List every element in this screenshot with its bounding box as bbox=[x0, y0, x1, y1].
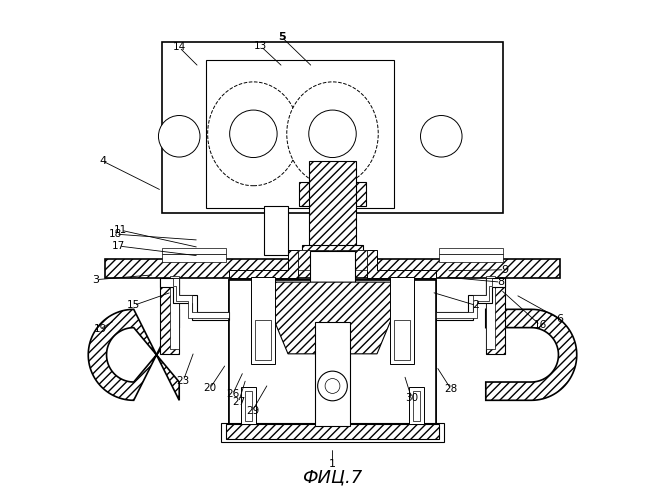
Bar bbox=[439, 254, 503, 262]
Text: 14: 14 bbox=[173, 42, 186, 52]
Bar bbox=[298, 250, 328, 270]
Bar bbox=[309, 161, 356, 250]
Text: 8: 8 bbox=[497, 277, 504, 287]
Text: 27: 27 bbox=[232, 398, 245, 407]
Text: 23: 23 bbox=[176, 376, 190, 386]
Text: 30: 30 bbox=[405, 394, 418, 404]
Polygon shape bbox=[258, 282, 407, 354]
Text: 3: 3 bbox=[92, 274, 100, 284]
Circle shape bbox=[325, 378, 340, 394]
Bar bbox=[251, 277, 275, 364]
Text: 28: 28 bbox=[444, 384, 458, 394]
Circle shape bbox=[158, 116, 200, 157]
Bar bbox=[170, 276, 180, 349]
Polygon shape bbox=[436, 278, 505, 320]
Text: 18: 18 bbox=[109, 229, 122, 239]
Bar bbox=[311, 251, 354, 324]
Text: 4: 4 bbox=[99, 156, 106, 166]
Text: 1: 1 bbox=[329, 458, 336, 468]
Text: 19: 19 bbox=[94, 324, 107, 334]
Text: 15: 15 bbox=[127, 300, 140, 310]
Bar bbox=[105, 260, 560, 278]
Bar bbox=[390, 277, 414, 364]
Polygon shape bbox=[229, 250, 298, 278]
Bar bbox=[337, 250, 367, 270]
Polygon shape bbox=[332, 280, 436, 426]
Bar bbox=[394, 320, 410, 360]
Text: 13: 13 bbox=[254, 42, 267, 51]
Text: 20: 20 bbox=[203, 384, 216, 394]
Text: 9: 9 bbox=[501, 265, 508, 275]
Ellipse shape bbox=[207, 82, 299, 186]
Bar bbox=[162, 42, 503, 213]
Bar bbox=[241, 387, 256, 424]
Circle shape bbox=[420, 116, 462, 157]
Text: 16: 16 bbox=[533, 320, 547, 330]
Text: 2: 2 bbox=[472, 300, 479, 310]
Bar bbox=[245, 391, 253, 420]
Bar bbox=[229, 280, 436, 426]
Polygon shape bbox=[174, 278, 229, 318]
Bar bbox=[439, 248, 503, 254]
Polygon shape bbox=[367, 250, 436, 278]
Bar bbox=[229, 280, 436, 426]
Polygon shape bbox=[436, 278, 491, 318]
Polygon shape bbox=[485, 310, 577, 400]
Text: 17: 17 bbox=[112, 241, 126, 251]
Circle shape bbox=[229, 110, 277, 158]
Bar bbox=[206, 60, 394, 208]
Bar bbox=[412, 391, 420, 420]
Bar bbox=[409, 387, 424, 424]
Text: 26: 26 bbox=[226, 390, 239, 400]
Ellipse shape bbox=[287, 82, 378, 186]
Bar bbox=[221, 423, 444, 442]
Bar bbox=[162, 254, 226, 262]
Bar bbox=[302, 245, 363, 256]
Polygon shape bbox=[160, 278, 229, 320]
Bar bbox=[298, 250, 367, 260]
Bar bbox=[299, 182, 366, 206]
Text: 11: 11 bbox=[114, 225, 128, 235]
Circle shape bbox=[318, 371, 347, 401]
Bar bbox=[162, 248, 226, 254]
Bar bbox=[226, 424, 439, 439]
Bar bbox=[315, 322, 350, 426]
Bar bbox=[255, 320, 271, 360]
Bar bbox=[160, 277, 180, 354]
Bar bbox=[485, 276, 495, 349]
Text: 6: 6 bbox=[557, 314, 563, 324]
Circle shape bbox=[309, 110, 356, 158]
Bar bbox=[264, 206, 288, 255]
Text: ФИЦ.7: ФИЦ.7 bbox=[303, 468, 362, 486]
Text: 5: 5 bbox=[278, 32, 286, 42]
Bar bbox=[485, 277, 505, 354]
Polygon shape bbox=[229, 280, 332, 426]
Text: 29: 29 bbox=[246, 406, 259, 415]
Polygon shape bbox=[88, 310, 180, 400]
